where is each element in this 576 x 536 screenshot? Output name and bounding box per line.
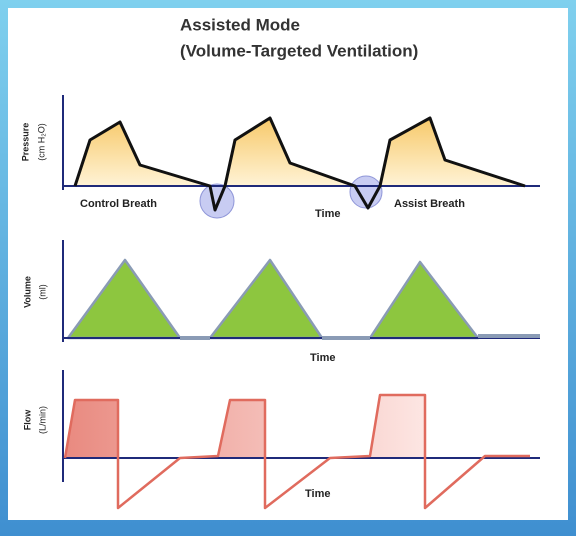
flow-panel: Flow (L/min) Time xyxy=(22,370,540,510)
axis-label: Pressure xyxy=(20,123,30,162)
flow-line xyxy=(63,393,530,510)
axis-label: Volume xyxy=(22,276,32,308)
annotation: Control Breath xyxy=(80,198,157,210)
axis-label: Flow xyxy=(22,409,32,430)
time-label: Time xyxy=(310,352,335,364)
title: Assisted Mode xyxy=(180,15,300,34)
pressure-line xyxy=(73,116,526,212)
flow-fill xyxy=(65,395,425,458)
volume-fill xyxy=(66,258,480,340)
time-label: Time xyxy=(315,208,340,220)
pressure-fill xyxy=(75,118,525,186)
axis-unit: (ml) xyxy=(37,284,47,300)
trigger-circle xyxy=(199,183,235,219)
volume-panel: Volume (ml) Time xyxy=(22,240,540,364)
pressure-panel: Pressure (cm H₂O) Control Breath Assist … xyxy=(20,95,540,220)
axis-unit: (cm H₂O) xyxy=(36,123,46,161)
annotation: Assist Breath xyxy=(394,198,465,210)
axis-unit: (L/min) xyxy=(37,406,47,434)
subtitle: (Volume-Targeted Ventilation) xyxy=(180,41,418,60)
time-label: Time xyxy=(305,488,330,500)
